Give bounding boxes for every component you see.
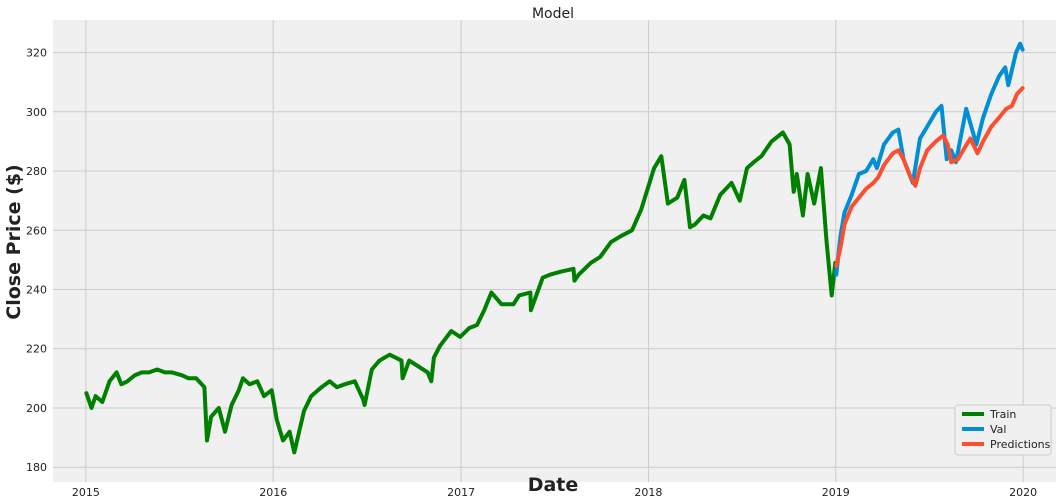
y-tick-label: 320 xyxy=(26,47,47,60)
legend-label-train: Train xyxy=(989,408,1016,421)
axis-ticks: 180 200 220 240 260 280 300 320 2015 2016 2017 2018… xyxy=(26,47,1037,499)
x-tick-label: 2018 xyxy=(634,486,662,499)
x-tick-label: 2020 xyxy=(1009,486,1037,499)
legend-label-predictions: Predictions xyxy=(990,438,1051,451)
x-tick-label: 2017 xyxy=(447,486,475,499)
x-tick-label: 2019 xyxy=(822,486,850,499)
y-tick-label: 260 xyxy=(26,224,47,237)
legend: Train Val Predictions xyxy=(954,404,1052,456)
chart-title: Model xyxy=(532,6,574,22)
series-lines xyxy=(84,41,1025,455)
series-line-train xyxy=(84,130,838,455)
y-axis-title: Close Price ($) xyxy=(3,164,25,319)
y-tick-label: 240 xyxy=(26,284,47,297)
y-tick-label: 200 xyxy=(26,402,47,415)
x-tick-label: 2015 xyxy=(72,486,100,499)
y-tick-label: 220 xyxy=(26,343,47,356)
series-line-val xyxy=(834,41,1025,277)
x-axis-title: Date xyxy=(528,474,579,496)
y-tick-label: 280 xyxy=(26,165,47,178)
plot-background xyxy=(53,20,1056,482)
y-tick-label: 300 xyxy=(26,106,47,119)
y-tick-label: 180 xyxy=(26,461,47,474)
legend-label-val: Val xyxy=(990,423,1006,436)
x-tick-label: 2016 xyxy=(259,486,287,499)
series-line-predictions xyxy=(834,86,1025,268)
